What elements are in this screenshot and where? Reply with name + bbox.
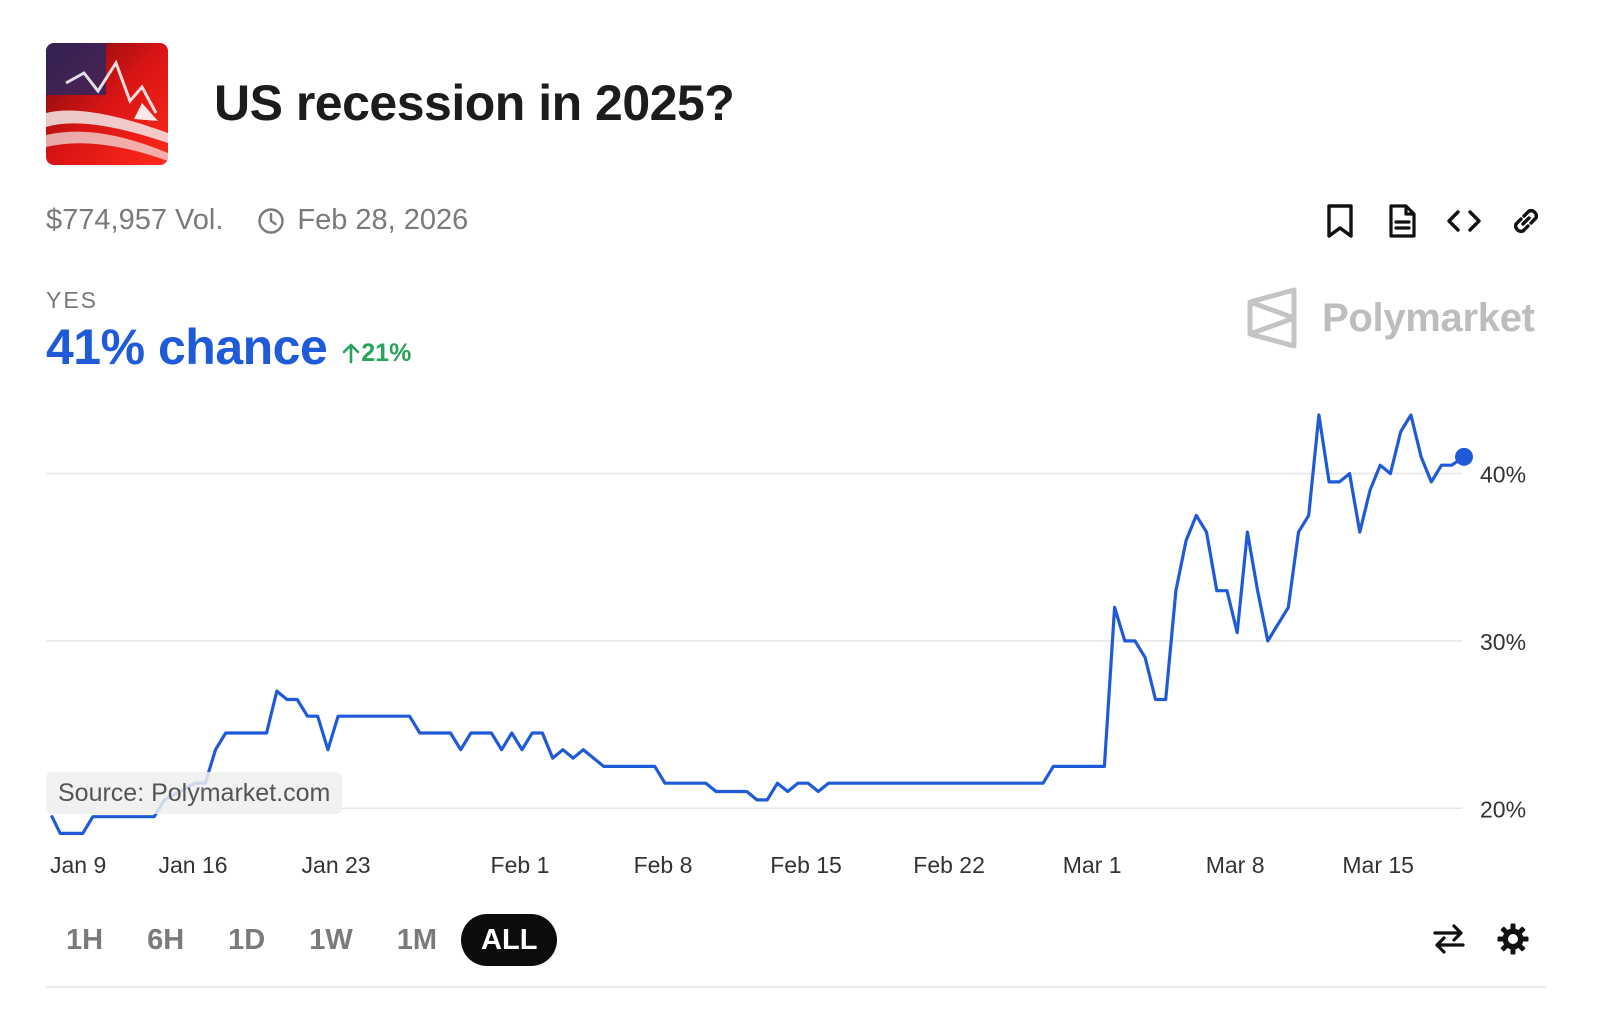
chance-summary: 41% chance 21% <box>46 318 411 376</box>
x-tick-label: Feb 22 <box>913 852 985 878</box>
source-label: Source: Polymarket.com <box>46 772 343 814</box>
brand-watermark: Polymarket <box>1244 286 1535 350</box>
outcome-label: YES <box>46 287 99 313</box>
end-date-text: Feb 28, 2026 <box>297 204 469 236</box>
x-tick-label: Feb 8 <box>634 852 693 878</box>
x-tick-label: Jan 16 <box>159 852 228 878</box>
x-tick-label: Jan 23 <box>302 852 371 878</box>
market-title: US recession in 2025? <box>214 75 735 131</box>
x-tick-label: Jan 9 <box>50 852 106 878</box>
x-tick-label: Feb 1 <box>491 852 550 878</box>
range-1w[interactable]: 1W <box>309 923 353 956</box>
range-1d[interactable]: 1D <box>228 923 266 956</box>
y-tick-label: 20% <box>1480 796 1526 822</box>
swap-arrows-icon[interactable] <box>1428 918 1470 960</box>
polymarket-logo-icon <box>1247 287 1297 349</box>
series-line <box>50 413 1466 835</box>
bookmark-icon[interactable] <box>1320 201 1360 241</box>
document-icon[interactable] <box>1382 201 1422 241</box>
chart-tools <box>1428 918 1534 960</box>
x-tick-label: Mar 8 <box>1206 852 1265 878</box>
market-meta: $774,957 Vol. Feb 28, 2026 <box>46 204 468 237</box>
current-value-marker <box>1455 447 1473 466</box>
embed-code-icon[interactable] <box>1444 201 1484 241</box>
clock-icon <box>257 207 285 235</box>
x-tick-label: Feb 15 <box>770 852 842 878</box>
change-value: 21% <box>361 338 412 367</box>
range-6h[interactable]: 6H <box>147 923 185 956</box>
x-tick-label: Mar 15 <box>1342 852 1414 878</box>
price-chart: 20% 30% 40% Jan 9 Jan 16 Jan 23 Feb 1 Feb 8 Feb… <box>46 413 1526 878</box>
bottom-divider <box>46 986 1546 988</box>
market-thumbnail <box>46 43 168 165</box>
y-tick-label: 40% <box>1480 462 1526 488</box>
time-range-selector: 1H 6H 1D 1W 1M ALL <box>46 914 561 966</box>
link-icon[interactable] <box>1506 201 1546 241</box>
range-1h[interactable]: 1H <box>66 923 104 956</box>
change-badge: 21% <box>341 339 411 368</box>
x-tick-label: Mar 1 <box>1063 852 1122 878</box>
arrow-up-icon <box>342 343 360 364</box>
volume-text: $774,957 Vol. <box>46 204 224 236</box>
gear-icon[interactable] <box>1492 918 1534 960</box>
range-1m[interactable]: 1M <box>396 923 438 956</box>
range-all[interactable]: ALL <box>461 914 558 966</box>
brand-name: Polymarket <box>1322 295 1535 340</box>
chance-value: 41% chance <box>46 319 328 375</box>
market-actions <box>1320 201 1546 241</box>
y-tick-label: 30% <box>1480 629 1526 655</box>
